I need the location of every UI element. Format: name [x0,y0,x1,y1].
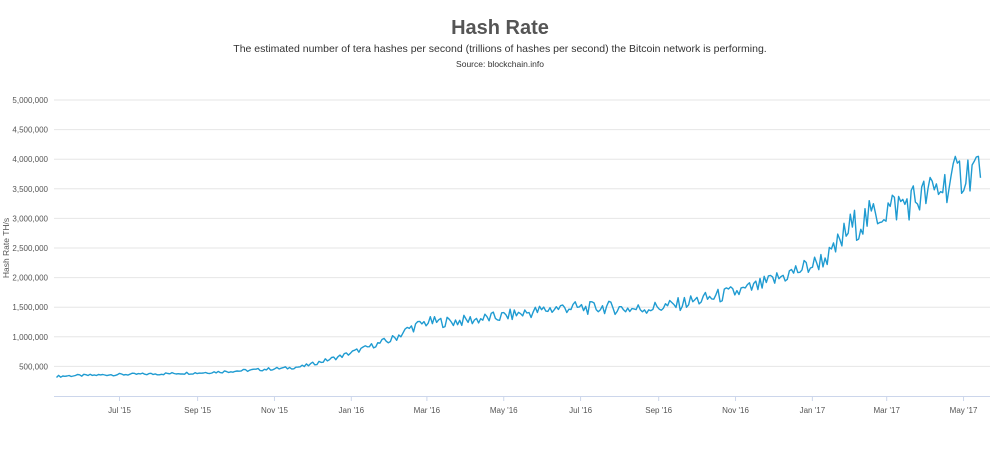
y-tick-label: 3,000,000 [12,214,48,223]
y-tick-label: 500,000 [19,362,48,371]
y-axis-ticks: 500,000 1,000,000 1,500,000 2,000,000 2,500,… [12,96,48,371]
x-tick-label: Sep '15 [184,406,211,415]
x-tick-label: Mar '16 [414,406,441,415]
x-tick-label: Jul '16 [569,406,592,415]
x-axis-ticks: Jul '15 Sep '15 Nov '15 Jan '16 Mar '16 May '… [108,396,978,415]
chart-subtitle: The estimated number of tera hashes per … [233,43,767,55]
y-tick-label: 2,500,000 [12,244,48,253]
y-tick-label: 2,000,000 [12,274,48,283]
y-tick-label: 1,000,000 [12,333,48,342]
gridlines [54,99,990,367]
x-tick-label: Jan '16 [339,406,365,415]
x-tick-label: Jul '15 [108,406,131,415]
x-tick-label: Jan '17 [800,406,826,415]
y-tick-label: 5,000,000 [12,96,48,105]
x-tick-label: Nov '15 [261,406,288,415]
chart-title: Hash Rate [451,17,549,39]
x-tick-label: Mar '17 [873,406,900,415]
y-tick-label: 4,500,000 [12,126,48,135]
x-tick-label: May '17 [950,406,978,415]
y-tick-label: 3,500,000 [12,185,48,194]
x-tick-label: Sep '16 [645,406,672,415]
hash-rate-series-line [56,155,982,378]
chart-source: Source: blockchain.info [456,59,544,69]
x-tick-label: Nov '16 [722,406,749,415]
y-axis-label: Hash Rate TH/s [1,218,11,278]
y-tick-label: 1,500,000 [12,303,48,312]
x-tick-label: May '16 [490,406,518,415]
y-tick-label: 4,000,000 [12,155,48,164]
